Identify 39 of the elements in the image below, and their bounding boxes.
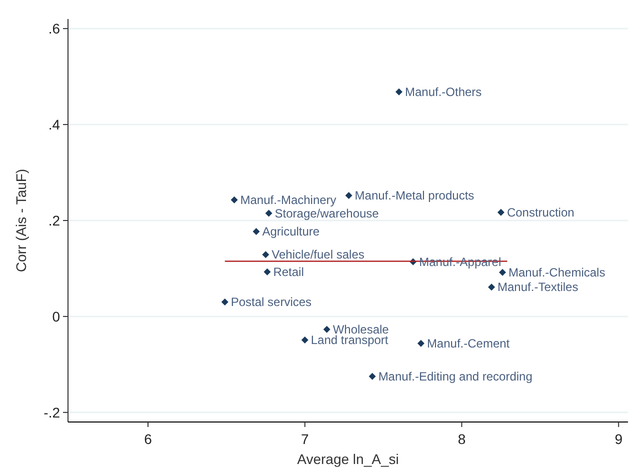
point: [368, 372, 376, 380]
x-tick-label: 8: [458, 431, 466, 447]
point: [221, 298, 228, 306]
point: [488, 284, 496, 291]
x-axis-title: Average ln_A_si: [297, 451, 399, 467]
point: [395, 88, 402, 96]
annotation: Manuf.-Cement: [426, 336, 510, 350]
annotation: Retail: [273, 264, 304, 279]
annotation: Manuf.-Others: [404, 84, 482, 99]
annotation: Agriculture: [262, 224, 320, 239]
point: [497, 208, 504, 216]
point: [345, 192, 352, 200]
point: [230, 196, 238, 204]
annotation: Manuf.-Editing and recording: [378, 369, 532, 384]
annotation: Manuf.-Metal products: [354, 188, 474, 203]
x-tick-label: 6: [144, 431, 152, 447]
annotation: Manuf.-Textiles: [498, 280, 578, 294]
y-tick-label: .6: [48, 20, 60, 37]
y-tick-label: .4: [48, 116, 60, 133]
annotation: Manuf.-Machinery: [240, 192, 336, 207]
annotation: Storage/warehouse: [274, 206, 380, 220]
point: [265, 210, 272, 217]
point: [301, 336, 308, 344]
point: [499, 268, 506, 276]
x-tick-label: 7: [300, 431, 309, 447]
y-axis-title: Corr (Ais - TauF): [13, 168, 29, 272]
annotation: Vehicle/fuel sales: [272, 248, 364, 262]
y-tick-label: -.2: [44, 404, 60, 420]
point: [262, 251, 270, 258]
point: [264, 268, 271, 276]
annotation: Construction: [506, 205, 574, 220]
y-tick-label: 0: [52, 308, 60, 324]
y-tick-label: .2: [48, 212, 60, 228]
annotation: Postal services: [230, 295, 312, 310]
point: [323, 326, 330, 333]
point: [417, 340, 424, 347]
annotation: Manuf.-Chemicals: [508, 265, 606, 280]
x-tick-label: 9: [614, 431, 623, 447]
point: [252, 228, 260, 236]
